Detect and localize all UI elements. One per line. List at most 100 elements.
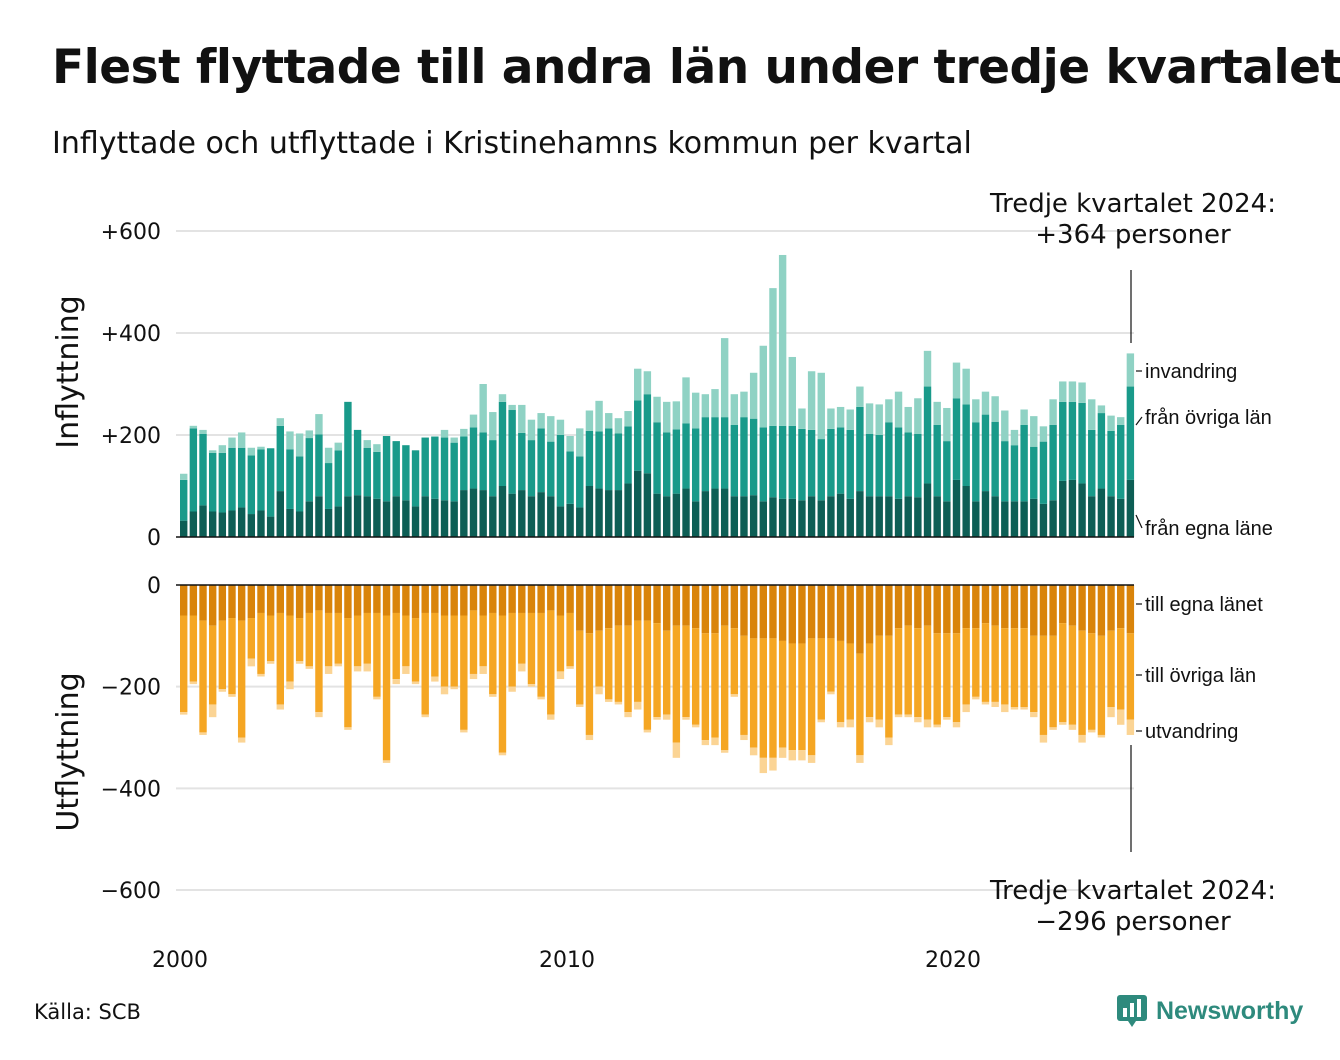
bar-inflow-2 [1030, 446, 1038, 499]
bar-inflow-2 [237, 447, 246, 508]
bar-inflow-1 [682, 488, 690, 537]
brand-logo[interactable]: Newsworthy [1116, 994, 1303, 1028]
bar-outflow-2 [672, 625, 681, 743]
bar-inflow-3 [305, 430, 313, 439]
bar-outflow-2 [1049, 635, 1057, 728]
bar-inflow-3 [663, 401, 671, 433]
bar-inflow-1 [199, 505, 207, 537]
bar-inflow-1 [547, 496, 555, 537]
bar-outflow-2 [904, 625, 912, 715]
bar-outflow-2 [1039, 635, 1048, 735]
bar-outflow-2 [730, 628, 739, 695]
bar-outflow-1 [643, 585, 652, 621]
bar-outflow-2 [1126, 633, 1135, 720]
bar-outflow-1 [286, 585, 294, 616]
bar-inflow-3 [315, 414, 323, 435]
bar-inflow-3 [624, 411, 632, 427]
bar-outflow-3 [952, 722, 961, 728]
bar-outflow-1 [788, 585, 796, 644]
bar-outflow-1 [411, 585, 420, 619]
bar-outflow-2 [324, 612, 333, 667]
bar-inflow-3 [460, 428, 468, 437]
bar-outflow-1 [276, 585, 284, 613]
bar-inflow-3 [180, 473, 188, 480]
bar-inflow-3 [894, 391, 903, 428]
bar-outflow-2 [334, 612, 342, 664]
series-label-outflow: till egna länet [1145, 594, 1263, 616]
bar-inflow-2 [923, 386, 932, 484]
bar-outflow-3 [682, 717, 690, 720]
bar-inflow-2 [605, 428, 613, 491]
bar-outflow-3 [730, 694, 739, 697]
bar-inflow-2 [556, 435, 565, 507]
bar-outflow-2 [527, 612, 536, 685]
y-axis-title-outflow: Utflyttning [51, 672, 86, 831]
bar-inflow-1 [672, 493, 681, 537]
bar-outflow-1 [180, 585, 188, 616]
bar-outflow-1 [730, 585, 739, 629]
bar-inflow-3 [914, 398, 922, 434]
y-tick-inflow: +200 [101, 424, 161, 449]
annotation-outflow-line1: Tredje kvartalet 2024: [989, 876, 1276, 906]
bar-outflow-3 [798, 750, 806, 761]
bar-outflow-3 [247, 658, 256, 667]
bar-inflow-2 [334, 450, 342, 507]
bar-outflow-3 [257, 673, 265, 677]
bar-inflow-2 [778, 425, 787, 499]
bar-outflow-2 [836, 640, 845, 723]
bar-inflow-1 [527, 496, 536, 537]
bar-outflow-1 [305, 585, 313, 613]
bar-outflow-3 [653, 717, 661, 720]
bar-inflow-1 [865, 496, 874, 537]
bar-outflow-3 [605, 699, 613, 702]
bar-outflow-3 [1020, 707, 1028, 710]
chart-subtitle: Inflyttade och utflyttade i Kristinehamn… [52, 126, 972, 161]
bar-inflow-3 [1097, 405, 1106, 414]
bar-inflow-1 [382, 501, 391, 537]
bar-inflow-3 [218, 445, 227, 453]
bar-outflow-1 [614, 585, 623, 626]
bar-inflow-1 [237, 507, 246, 537]
bar-outflow-1 [624, 585, 632, 626]
bar-inflow-2 [247, 455, 256, 515]
bar-inflow-1 [180, 520, 188, 537]
bar-outflow-2 [556, 615, 565, 672]
bar-inflow-1 [807, 496, 816, 537]
bar-outflow-1 [421, 585, 429, 613]
bar-inflow-1 [315, 496, 323, 537]
bar-inflow-1 [624, 483, 632, 537]
bar-outflow-2 [972, 628, 980, 697]
bar-outflow-1 [759, 585, 767, 639]
bar-outflow-2 [237, 620, 246, 738]
bar-inflow-2 [634, 400, 642, 471]
bar-outflow-3 [189, 681, 198, 685]
bar-outflow-2 [440, 615, 449, 687]
bar-inflow-3 [817, 372, 825, 440]
bar-inflow-3 [875, 404, 883, 435]
bar-inflow-3 [740, 391, 748, 418]
bar-outflow-2 [479, 615, 487, 667]
bar-inflow-1 [392, 496, 400, 537]
bar-inflow-2 [663, 432, 671, 497]
bar-inflow-2 [315, 434, 323, 497]
bar-outflow-2 [856, 653, 864, 756]
bar-inflow-2 [576, 456, 584, 508]
bar-outflow-1 [1059, 585, 1067, 624]
bar-outflow-1 [344, 585, 352, 619]
bar-outflow-1 [1097, 585, 1106, 636]
bar-outflow-1 [257, 585, 265, 613]
bar-outflow-1 [315, 585, 323, 611]
bar-outflow-3 [286, 681, 294, 690]
bar-outflow-2 [663, 630, 671, 715]
bar-outflow-3 [885, 737, 893, 746]
bar-inflow-2 [875, 435, 883, 497]
bar-outflow-3 [276, 704, 284, 710]
bar-outflow-3 [585, 734, 594, 741]
bar-inflow-1 [518, 490, 526, 537]
bar-inflow-2 [952, 398, 961, 480]
bar-outflow-3 [440, 686, 449, 695]
bar-outflow-1 [865, 585, 874, 644]
series-label-inflow: från egna läne [1145, 518, 1273, 540]
bar-outflow-3 [1030, 712, 1038, 718]
bar-outflow-3 [856, 755, 864, 763]
